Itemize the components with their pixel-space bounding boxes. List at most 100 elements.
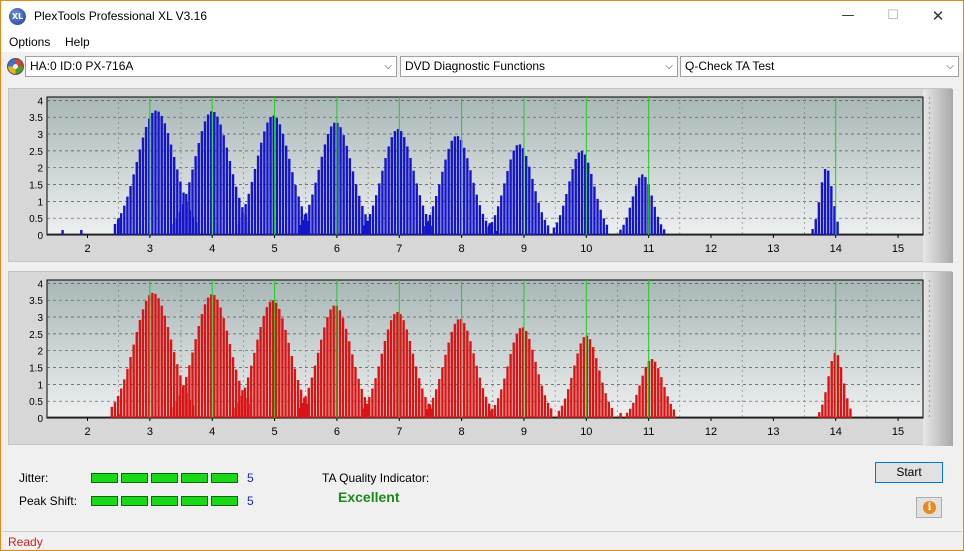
histogram-bar (490, 409, 494, 418)
histogram-bar (588, 339, 592, 418)
histogram-bar (231, 357, 235, 418)
x-tick-label: 15 (892, 243, 904, 255)
histogram-bar (250, 365, 253, 418)
histogram-bar (151, 112, 154, 235)
y-tick-label: 4 (37, 279, 43, 290)
info-button[interactable]: i (916, 497, 942, 518)
histogram-bar (197, 326, 200, 418)
histogram-bar (629, 408, 632, 418)
histogram-bar (817, 202, 821, 235)
histogram-bar (563, 398, 567, 418)
menu-help[interactable]: Help (65, 35, 90, 49)
histogram-bar (428, 214, 432, 235)
histogram-bar (493, 405, 497, 418)
histogram-bar (638, 385, 641, 418)
x-tick-label: 9 (521, 426, 527, 438)
histogram-bar (284, 145, 288, 235)
histogram-bar (194, 156, 197, 235)
histogram-bar (637, 177, 641, 235)
histogram-bar (422, 226, 425, 235)
histogram-bar (311, 194, 314, 235)
jitter-meter (91, 473, 241, 483)
histogram-bar (425, 221, 429, 235)
histogram-bar (256, 155, 260, 235)
histogram-bar (166, 133, 170, 235)
y-tick-label: 3.5 (29, 296, 43, 307)
histogram-bar (228, 343, 232, 418)
histogram-bar (543, 395, 547, 418)
histogram-bar (361, 205, 364, 235)
histogram-bar (386, 329, 390, 418)
test-select[interactable]: Q-Check TA Test ⌵ (680, 56, 959, 77)
histogram-bar (625, 412, 629, 418)
histogram-bar (219, 124, 222, 235)
chevron-down-icon: ⌵ (384, 61, 392, 72)
histogram-bar (374, 378, 377, 418)
histogram-bar (537, 202, 540, 235)
x-tick-label: 13 (767, 426, 779, 438)
histogram-bar (235, 224, 238, 235)
histogram-bar (540, 212, 543, 235)
histogram-bar (110, 406, 114, 418)
maximize-button[interactable]: ☐ (887, 8, 899, 23)
drive-select[interactable]: HA:0 ID:0 PX-716A ⌵ (25, 56, 397, 77)
histogram-bar (472, 353, 475, 418)
histogram-bar (132, 174, 135, 235)
histogram-bar (360, 388, 363, 418)
minimize-button[interactable]: — (841, 8, 855, 23)
histogram-bar (222, 135, 225, 235)
histogram-bar (304, 396, 307, 418)
histogram-bar (500, 389, 503, 418)
histogram-bar (833, 352, 837, 418)
histogram-bar (403, 137, 406, 235)
x-tick-label: 14 (830, 243, 842, 255)
test-select-value: Q-Check TA Test (685, 59, 775, 73)
histogram-bar (290, 356, 293, 418)
meter-segment (211, 473, 238, 483)
histogram-bar (430, 408, 433, 418)
histogram-bar (659, 224, 663, 235)
x-tick-label: 11 (643, 243, 654, 255)
histogram-bar (234, 407, 237, 418)
histogram-bar (466, 330, 469, 418)
histogram-bar (191, 169, 194, 235)
meter-segment (181, 473, 208, 483)
histogram-bar (577, 152, 581, 235)
histogram-bar (580, 150, 584, 235)
histogram-bar (313, 365, 317, 418)
histogram-bar (393, 131, 397, 235)
histogram-bar (316, 352, 320, 418)
histogram-bar (338, 310, 342, 418)
histogram-bar (126, 196, 129, 235)
histogram-bar (365, 403, 368, 418)
histogram-bar (590, 173, 593, 235)
histogram-bar (610, 407, 614, 418)
histogram-bar (378, 183, 381, 235)
close-button[interactable]: ✕ (931, 7, 945, 25)
histogram-bar (565, 194, 568, 235)
start-button[interactable]: Start (875, 462, 943, 483)
histogram-bar (265, 307, 269, 418)
histogram-bar (438, 378, 441, 418)
function-select[interactable]: DVD Diagnostic Functions ⌵ (400, 56, 678, 77)
histogram-bar (278, 308, 281, 418)
bottom-histogram-chart: 0 0.5 1 1.5 2 2.5 3 3.5 4 2 3 4 5 6 7 8 9 10 11 12 13 14 15 (29, 272, 953, 446)
histogram-bar (194, 339, 197, 418)
histogram-bar (833, 206, 836, 235)
meter-segment (121, 496, 148, 506)
meter-segment (151, 496, 178, 506)
histogram-bar (478, 377, 482, 418)
histogram-bar (481, 388, 485, 418)
histogram-bar (262, 315, 265, 418)
title-bar[interactable]: XL PlexTools Professional XL V3.16 — ☐ ✕ (1, 1, 963, 32)
histogram-bar (300, 206, 303, 235)
histogram-bar (625, 217, 628, 235)
peak-shift-label: Peak Shift: (19, 494, 78, 508)
histogram-bar (244, 204, 247, 235)
y-tick-label: 0.5 (29, 397, 43, 408)
histogram-bar (206, 114, 210, 235)
menu-options[interactable]: Options (9, 35, 51, 49)
histogram-bar (463, 147, 466, 235)
histogram-bar (562, 205, 565, 235)
app-icon: XL (9, 8, 26, 25)
